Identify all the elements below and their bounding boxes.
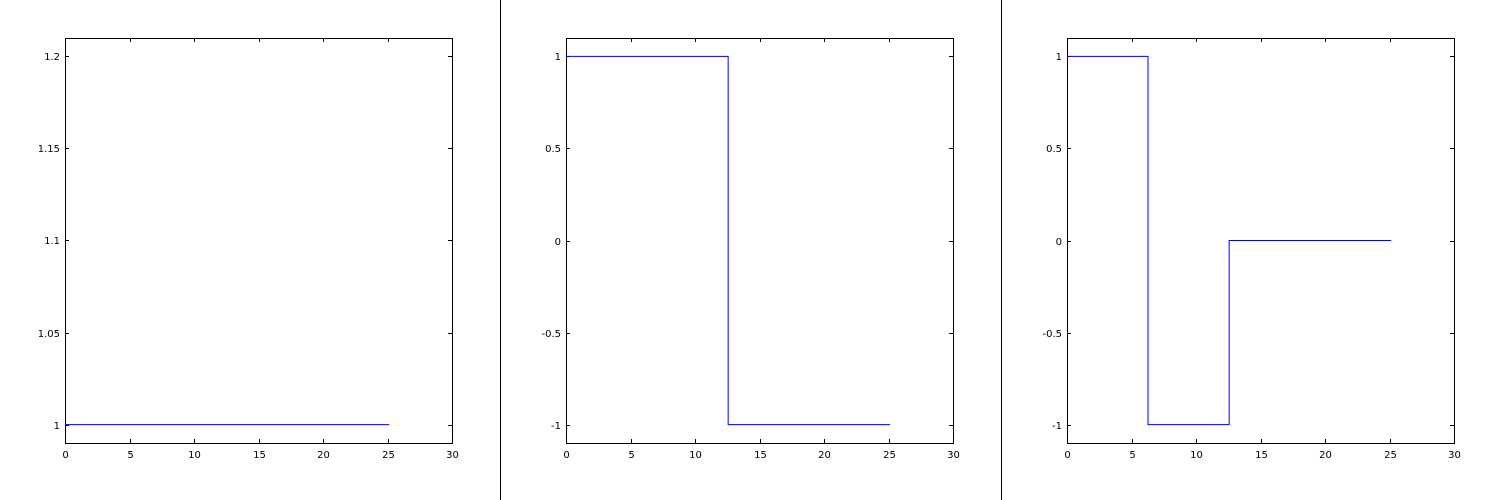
y-tick-label: -0.5 [541,329,561,340]
x-tick-label: 10 [689,450,702,461]
y-tick-label: 1 [555,52,561,63]
x-tick-label: 10 [188,450,201,461]
y-tick-label: 1 [1056,52,1062,63]
x-tick-label: 25 [883,450,896,461]
y-tick-label: 0 [555,237,561,248]
x-tick-label: 30 [947,450,960,461]
x-tick-label: 0 [1064,450,1070,461]
chart-panel-1: 0 5 10 15 20 25 30 1 1.05 1.1 1.15 1.2 [38,38,459,461]
y-tick-label: 1 [54,421,60,432]
chart-panel-3: 0 5 10 15 20 25 30 -1 -0.5 0 0.5 1 [1042,38,1461,461]
y-tick-label: -1 [551,421,561,432]
y-tick-label: 1.15 [38,144,60,155]
y-tick-label: -1 [1052,421,1062,432]
y-tick-label: 1.1 [44,236,60,247]
x-tick-label: 10 [1190,450,1203,461]
y-tick-label: -0.5 [1042,329,1062,340]
x-tick-label: 0 [62,450,68,461]
x-tick-label: 15 [754,450,767,461]
x-tick-label: 25 [382,450,395,461]
y-tick-label: 1.2 [44,52,60,63]
x-tick-label: 5 [127,450,133,461]
y-tick-label: 1.05 [38,329,60,340]
x-tick-label: 5 [628,450,634,461]
y-tick-label: 0 [1056,237,1062,248]
x-tick-label: 30 [1448,450,1461,461]
x-tick-label: 0 [563,450,569,461]
chart-panel-2: 0 5 10 15 20 25 30 -1 -0.5 0 0.5 1 [541,38,960,461]
y-tick-label: 0.5 [1046,144,1062,155]
x-tick-label: 30 [446,450,459,461]
x-tick-label: 15 [253,450,266,461]
x-tick-label: 20 [1319,450,1332,461]
x-tick-label: 25 [1384,450,1397,461]
x-tick-label: 20 [317,450,330,461]
series-line-1 [566,55,891,426]
x-tick-label: 5 [1129,450,1135,461]
y-tick-label: 0.5 [545,144,561,155]
series-line-1 [1067,55,1392,426]
x-tick-label: 15 [1255,450,1268,461]
x-tick-label: 20 [818,450,831,461]
